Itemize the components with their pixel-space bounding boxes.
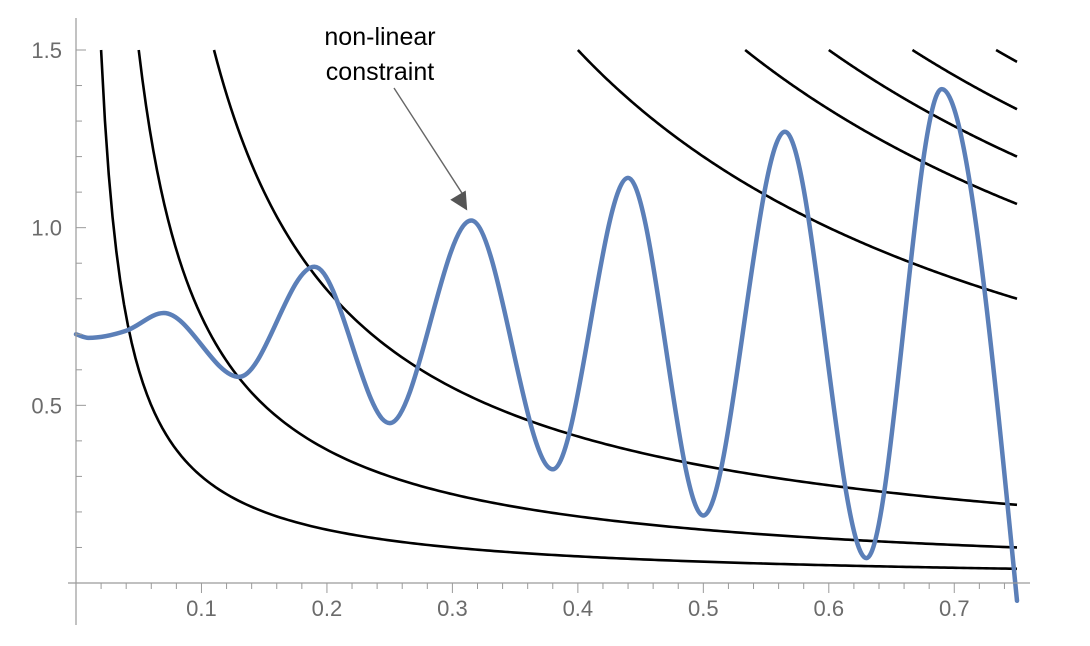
contour-line	[212, 49, 1018, 507]
constraint-curve	[73, 86, 1020, 604]
plot-area	[73, 48, 1020, 604]
annotation: non-linear constraint	[324, 23, 468, 211]
axes: 0.1 0.2 0.3 0.4 0.5 0.6 0.7 0.5 1.0 1.5	[31, 18, 1030, 625]
x-tick-label: 0.2	[312, 596, 343, 621]
contour-line	[137, 49, 1018, 549]
contour-line	[995, 48, 1018, 64]
contour-line	[744, 48, 1018, 206]
y-tick-label: 1.5	[31, 38, 62, 63]
annotation-line-2: constraint	[326, 58, 434, 86]
x-tick-label: 0.7	[939, 596, 970, 621]
x-tick-labels: 0.1 0.2 0.3 0.4 0.5 0.6 0.7	[186, 596, 969, 621]
y-tick-labels: 0.5 1.0 1.5	[31, 38, 62, 418]
y-tick-label: 1.0	[31, 216, 62, 241]
x-tick-label: 0.6	[814, 596, 845, 621]
contour-line	[828, 48, 1018, 158]
contour-curves	[99, 48, 1018, 571]
contour-line	[99, 49, 1018, 571]
annotation-arrow-head	[450, 190, 468, 211]
x-tick-label: 0.3	[437, 596, 468, 621]
contour-line	[911, 48, 1018, 111]
annotation-line-1: non-linear	[324, 23, 435, 51]
y-tick-label: 0.5	[31, 393, 62, 418]
x-tick-label: 0.1	[186, 596, 217, 621]
x-tick-label: 0.4	[563, 596, 594, 621]
annotation-arrow-line	[393, 87, 465, 197]
x-ticks	[100, 583, 1005, 593]
x-tick-label: 0.5	[688, 596, 719, 621]
contour-line	[576, 49, 1018, 300]
y-ticks	[76, 49, 86, 548]
